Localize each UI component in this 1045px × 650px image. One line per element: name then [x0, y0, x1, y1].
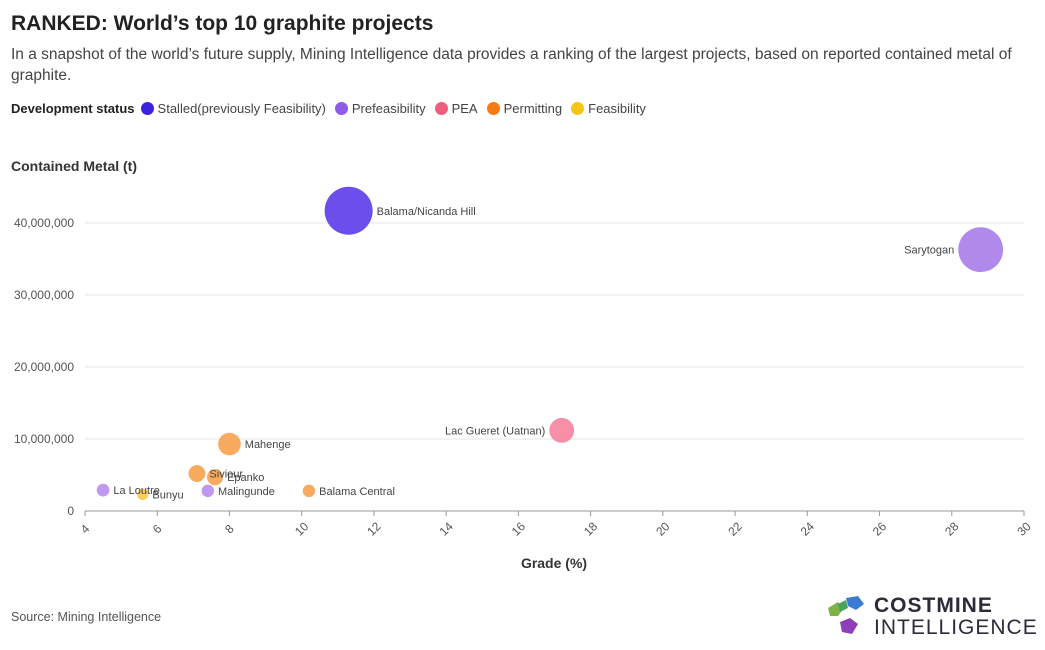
legend-swatch — [334, 101, 348, 115]
legend-swatch — [486, 101, 500, 115]
x-tick-label: 22 — [725, 519, 745, 539]
chart-subtitle: In a snapshot of the world’s future supp… — [11, 46, 1012, 84]
logo-mark-icon — [828, 596, 864, 634]
data-point-balama-nicanda-hill[interactable] — [324, 186, 373, 235]
data-point-malingunde[interactable] — [201, 484, 215, 498]
point-label: Sarytogan — [904, 245, 954, 257]
legend-item-pea[interactable]: PEA — [434, 100, 478, 116]
y-tick-label: 20,000,000 — [14, 360, 74, 374]
logo-text-line2: INTELLIGENCE — [874, 616, 1038, 639]
data-point-lac-gueret-uatnan[interactable] — [549, 417, 575, 443]
data-point-balama-central[interactable] — [302, 484, 316, 498]
data-point-epanko[interactable] — [206, 469, 224, 486]
data-point-siviour[interactable] — [188, 465, 206, 483]
x-tick-label: 18 — [581, 519, 601, 539]
point-label: Epanko — [227, 472, 264, 484]
x-tick-label: 20 — [653, 519, 673, 539]
data-point-sarytogan[interactable] — [958, 227, 1004, 273]
costmine-logo: COSTMINE INTELLIGENCE — [826, 592, 1038, 640]
y-axis-label: Contained Metal (t) — [11, 158, 137, 174]
x-tick-label: 26 — [870, 519, 890, 539]
point-label: La Loutre — [113, 485, 159, 497]
legend-swatch — [140, 101, 154, 115]
x-tick-label: 16 — [509, 519, 529, 539]
x-tick-label: 10 — [292, 519, 312, 539]
data-point-la-loutre[interactable] — [96, 483, 110, 497]
x-tick-label: 6 — [150, 521, 165, 536]
point-label: Lac Gueret (Uatnan) — [445, 425, 545, 437]
y-tick-label: 40,000,000 — [14, 216, 74, 230]
legend-label: PEA — [451, 100, 478, 116]
legend-title: Development status — [11, 100, 135, 116]
point-label: Bunyu — [152, 489, 183, 501]
data-points — [96, 186, 1004, 501]
legend-item-stalled[interactable]: Stalled(previously Feasibility) — [140, 100, 326, 116]
legend-swatch — [571, 101, 585, 115]
x-axis-label: Grade (%) — [521, 555, 587, 571]
x-tick-label: 4 — [78, 521, 93, 536]
x-tick-label: 24 — [798, 519, 818, 539]
legend-swatch — [434, 101, 448, 115]
point-label: Siviour — [209, 469, 243, 481]
x-tick-label: 30 — [1014, 519, 1034, 539]
point-label: Mahenge — [245, 439, 291, 451]
x-tick-label: 14 — [436, 519, 456, 539]
source-note: Source: Mining Intelligence — [11, 610, 162, 624]
legend-label: Permitting — [503, 100, 563, 116]
legend-item-feasibility[interactable]: Feasibility — [571, 101, 646, 116]
y-tick-label: 30,000,000 — [14, 288, 74, 302]
logo-text-line1: COSTMINE — [874, 594, 993, 617]
legend-item-prefeasibility[interactable]: Prefeasibility — [334, 100, 426, 116]
legend-item-permitting[interactable]: Permitting — [486, 100, 563, 116]
point-label: Malingunde — [218, 486, 275, 498]
legend-label: Feasibility — [588, 100, 646, 116]
data-point-mahenge[interactable] — [218, 432, 241, 456]
point-label: Balama Central — [319, 486, 395, 498]
legend-label: Stalled(previously Feasibility) — [157, 100, 326, 116]
legend-label: Prefeasibility — [351, 100, 426, 116]
point-label: Balama/Nicanda Hill — [377, 206, 476, 218]
x-tick-label: 12 — [364, 519, 384, 539]
y-tick-label: 10,000,000 — [14, 432, 74, 446]
y-tick-label: 0 — [67, 504, 74, 518]
scatter-chart: 0 10,000,000 20,000,000 30,000,000 40,000,00… — [14, 186, 1034, 571]
data-point-bunyu[interactable] — [137, 488, 149, 501]
chart-title: RANKED: World’s top 10 graphite projects — [11, 12, 434, 35]
point-labels: Balama/Nicanda Hill Sarytogan Lac Gueret (… — [113, 206, 954, 502]
legend: Development status Stalled(previously Fe… — [11, 99, 655, 117]
x-tick-label: 28 — [942, 519, 962, 539]
x-tick-label: 8 — [222, 521, 237, 536]
